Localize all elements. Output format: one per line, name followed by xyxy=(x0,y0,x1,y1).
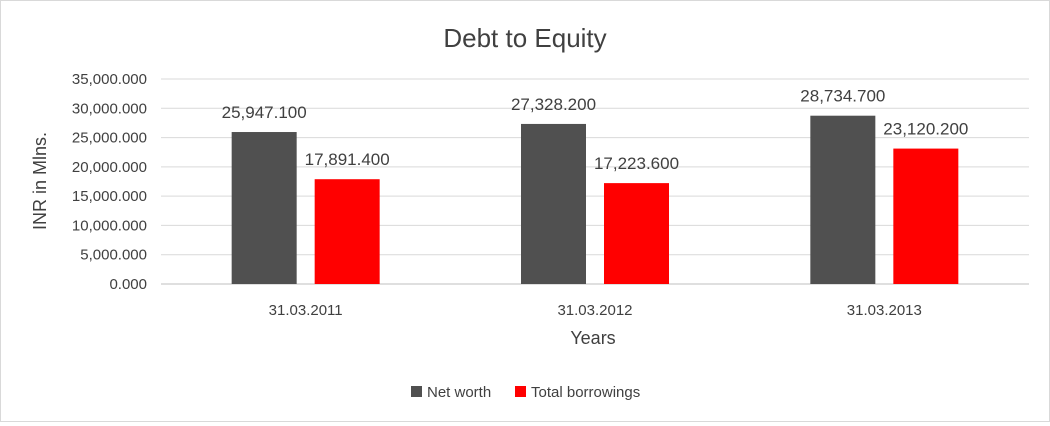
x-tick-label: 31.03.2013 xyxy=(847,302,922,319)
y-axis-ticks: 0.000 5,000.000 10,000.000 15,000.000 20,000… xyxy=(72,71,147,293)
x-tick-label: 31.03.2012 xyxy=(557,302,632,319)
data-labels: 25,947.100 17,891.400 27,328.200 17,223.600… xyxy=(222,87,969,173)
x-tick-label: 31.03.2011 xyxy=(269,302,343,319)
gridlines xyxy=(161,78,1029,285)
legend-swatch-total-borrowings xyxy=(515,386,526,397)
legend-label: Net worth xyxy=(427,384,491,401)
data-label: 17,891.400 xyxy=(305,150,390,169)
y-tick-label: 20,000.000 xyxy=(72,159,147,176)
y-tick-label: 25,000.000 xyxy=(72,130,147,147)
y-tick-label: 10,000.000 xyxy=(72,217,147,234)
data-label: 17,223.600 xyxy=(594,154,679,173)
bar-net-worth xyxy=(810,115,876,285)
bar-net-worth xyxy=(521,123,586,284)
bar-total-borrowings xyxy=(893,148,959,284)
bar-net-worth xyxy=(231,132,297,284)
y-axis-title: INR in Mlns. xyxy=(30,132,50,230)
y-tick-label: 35,000.000 xyxy=(72,71,147,88)
legend-label: Total borrowings xyxy=(531,384,640,401)
y-tick-label: 15,000.000 xyxy=(72,188,147,205)
y-tick-label: 30,000.000 xyxy=(72,100,147,117)
data-label: 23,120.200 xyxy=(883,120,968,139)
data-label: 28,734.700 xyxy=(800,87,885,106)
bar-total-borrowings xyxy=(314,179,380,284)
bar-total-borrowings xyxy=(604,183,669,284)
y-tick-label: 5,000.000 xyxy=(80,247,147,264)
data-label: 25,947.100 xyxy=(222,103,307,122)
legend: Net worth Total borrowings xyxy=(411,384,640,401)
x-axis-ticks: 31.03.2011 31.03.2012 31.03.2013 xyxy=(269,302,922,319)
bars xyxy=(231,115,959,285)
y-tick-label: 0.000 xyxy=(109,276,147,293)
legend-swatch-net-worth xyxy=(411,386,422,397)
x-axis-title: Years xyxy=(570,328,615,348)
data-label: 27,328.200 xyxy=(511,95,596,114)
chart-title: Debt to Equity xyxy=(443,23,606,53)
